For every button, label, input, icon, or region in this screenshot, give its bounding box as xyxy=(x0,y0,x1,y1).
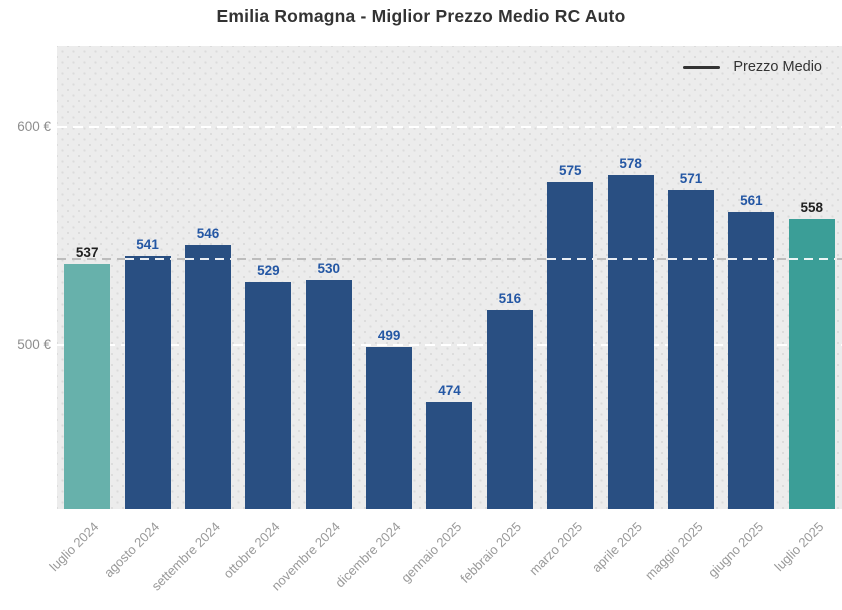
average-line-over-bar xyxy=(788,257,835,260)
x-tick-label: giugno 2025 xyxy=(704,519,767,581)
bar-value-label: 561 xyxy=(740,193,763,209)
gridline-600 xyxy=(57,126,842,129)
bar-luglio-2025 xyxy=(788,218,835,509)
x-tick-label: luglio 2024 xyxy=(46,519,102,575)
bar-value-label: 499 xyxy=(377,328,401,344)
legend-line-icon xyxy=(683,65,721,69)
bar-value-label: 571 xyxy=(679,171,703,187)
bar-febbraio-2025 xyxy=(486,310,533,509)
bar-value-label: 516 xyxy=(498,291,522,307)
x-axis-labels: luglio 2024 agosto 2024 settembre 2024 otto… xyxy=(47,509,842,610)
bar-dicembre-2024 xyxy=(366,347,413,509)
y-tick-label: 500 € xyxy=(17,337,51,353)
bar-ottobre-2024 xyxy=(245,281,292,509)
bar-value-label: 537 xyxy=(75,245,99,261)
bar-slot: 529 xyxy=(238,46,298,509)
bar-slot: 499 xyxy=(359,46,419,509)
x-tick-label: marzo 2025 xyxy=(525,519,585,579)
bar-slot: 474 xyxy=(419,46,479,509)
bar-slot: 558 xyxy=(782,46,842,509)
bar-maggio-2025 xyxy=(668,190,715,509)
bar-slot: 537 xyxy=(57,46,117,509)
legend-label: Prezzo Medio xyxy=(733,59,822,75)
bar-value-label: 474 xyxy=(438,382,461,398)
average-line-over-bar xyxy=(124,257,171,260)
chart-title: Emilia Romagna - Miglior Prezzo Medio RC… xyxy=(216,6,626,26)
x-tick-label: maggio 2025 xyxy=(641,519,706,583)
bar-novembre-2024 xyxy=(305,279,352,509)
bar-slot: 541 xyxy=(117,46,177,509)
average-line-over-bar xyxy=(607,257,654,260)
x-tick-label: dicembre 2024 xyxy=(332,519,404,591)
bar-slot: 578 xyxy=(600,46,660,509)
x-tick-label: febbraio 2025 xyxy=(457,519,525,586)
bar-agosto-2024 xyxy=(124,255,171,509)
gridline-500 xyxy=(57,344,842,347)
bar-slot: 561 xyxy=(721,46,781,509)
y-tick-label: 600 € xyxy=(17,119,51,135)
average-line-over-bar xyxy=(184,257,231,260)
bar-value-label: 575 xyxy=(558,162,582,178)
x-tick-label: ottobre 2024 xyxy=(220,519,283,582)
average-price-line xyxy=(57,257,842,260)
bar-value-label: 578 xyxy=(619,156,642,172)
bar-settembre-2024 xyxy=(184,244,231,509)
bar-value-label: 546 xyxy=(196,225,220,241)
bar-value-label: 529 xyxy=(257,262,280,278)
legend: Prezzo Medio xyxy=(683,59,822,75)
bar-value-label: 541 xyxy=(136,236,159,252)
average-line-over-bar xyxy=(668,257,715,260)
bar-slot: 516 xyxy=(480,46,540,509)
x-tick-label: luglio 2025 xyxy=(771,519,827,575)
bar-marzo-2025 xyxy=(547,181,594,509)
bar-slot: 575 xyxy=(540,46,600,509)
x-tick-label: gennaio 2025 xyxy=(397,519,465,586)
average-line-over-bar xyxy=(728,257,775,260)
x-tick-label: aprile 2025 xyxy=(589,519,646,576)
average-line-over-bar xyxy=(547,257,594,260)
x-tick-label: agosto 2024 xyxy=(100,519,163,581)
bar-slot: 530 xyxy=(299,46,359,509)
bar-value-label: 530 xyxy=(317,260,340,276)
bar-slot: 571 xyxy=(661,46,721,509)
bar-aprile-2025 xyxy=(607,175,654,509)
bar-slot: 546 xyxy=(178,46,238,509)
bar-gennaio-2025 xyxy=(426,401,473,509)
plot-area: Prezzo Medio 537 541 546 529 530 499 474 516 575… xyxy=(57,46,842,509)
bar-luglio-2024 xyxy=(64,264,111,509)
bar-value-label: 558 xyxy=(800,199,824,215)
y-axis-labels: 500 € 600 € xyxy=(0,46,51,509)
bar-giugno-2025 xyxy=(728,212,775,509)
